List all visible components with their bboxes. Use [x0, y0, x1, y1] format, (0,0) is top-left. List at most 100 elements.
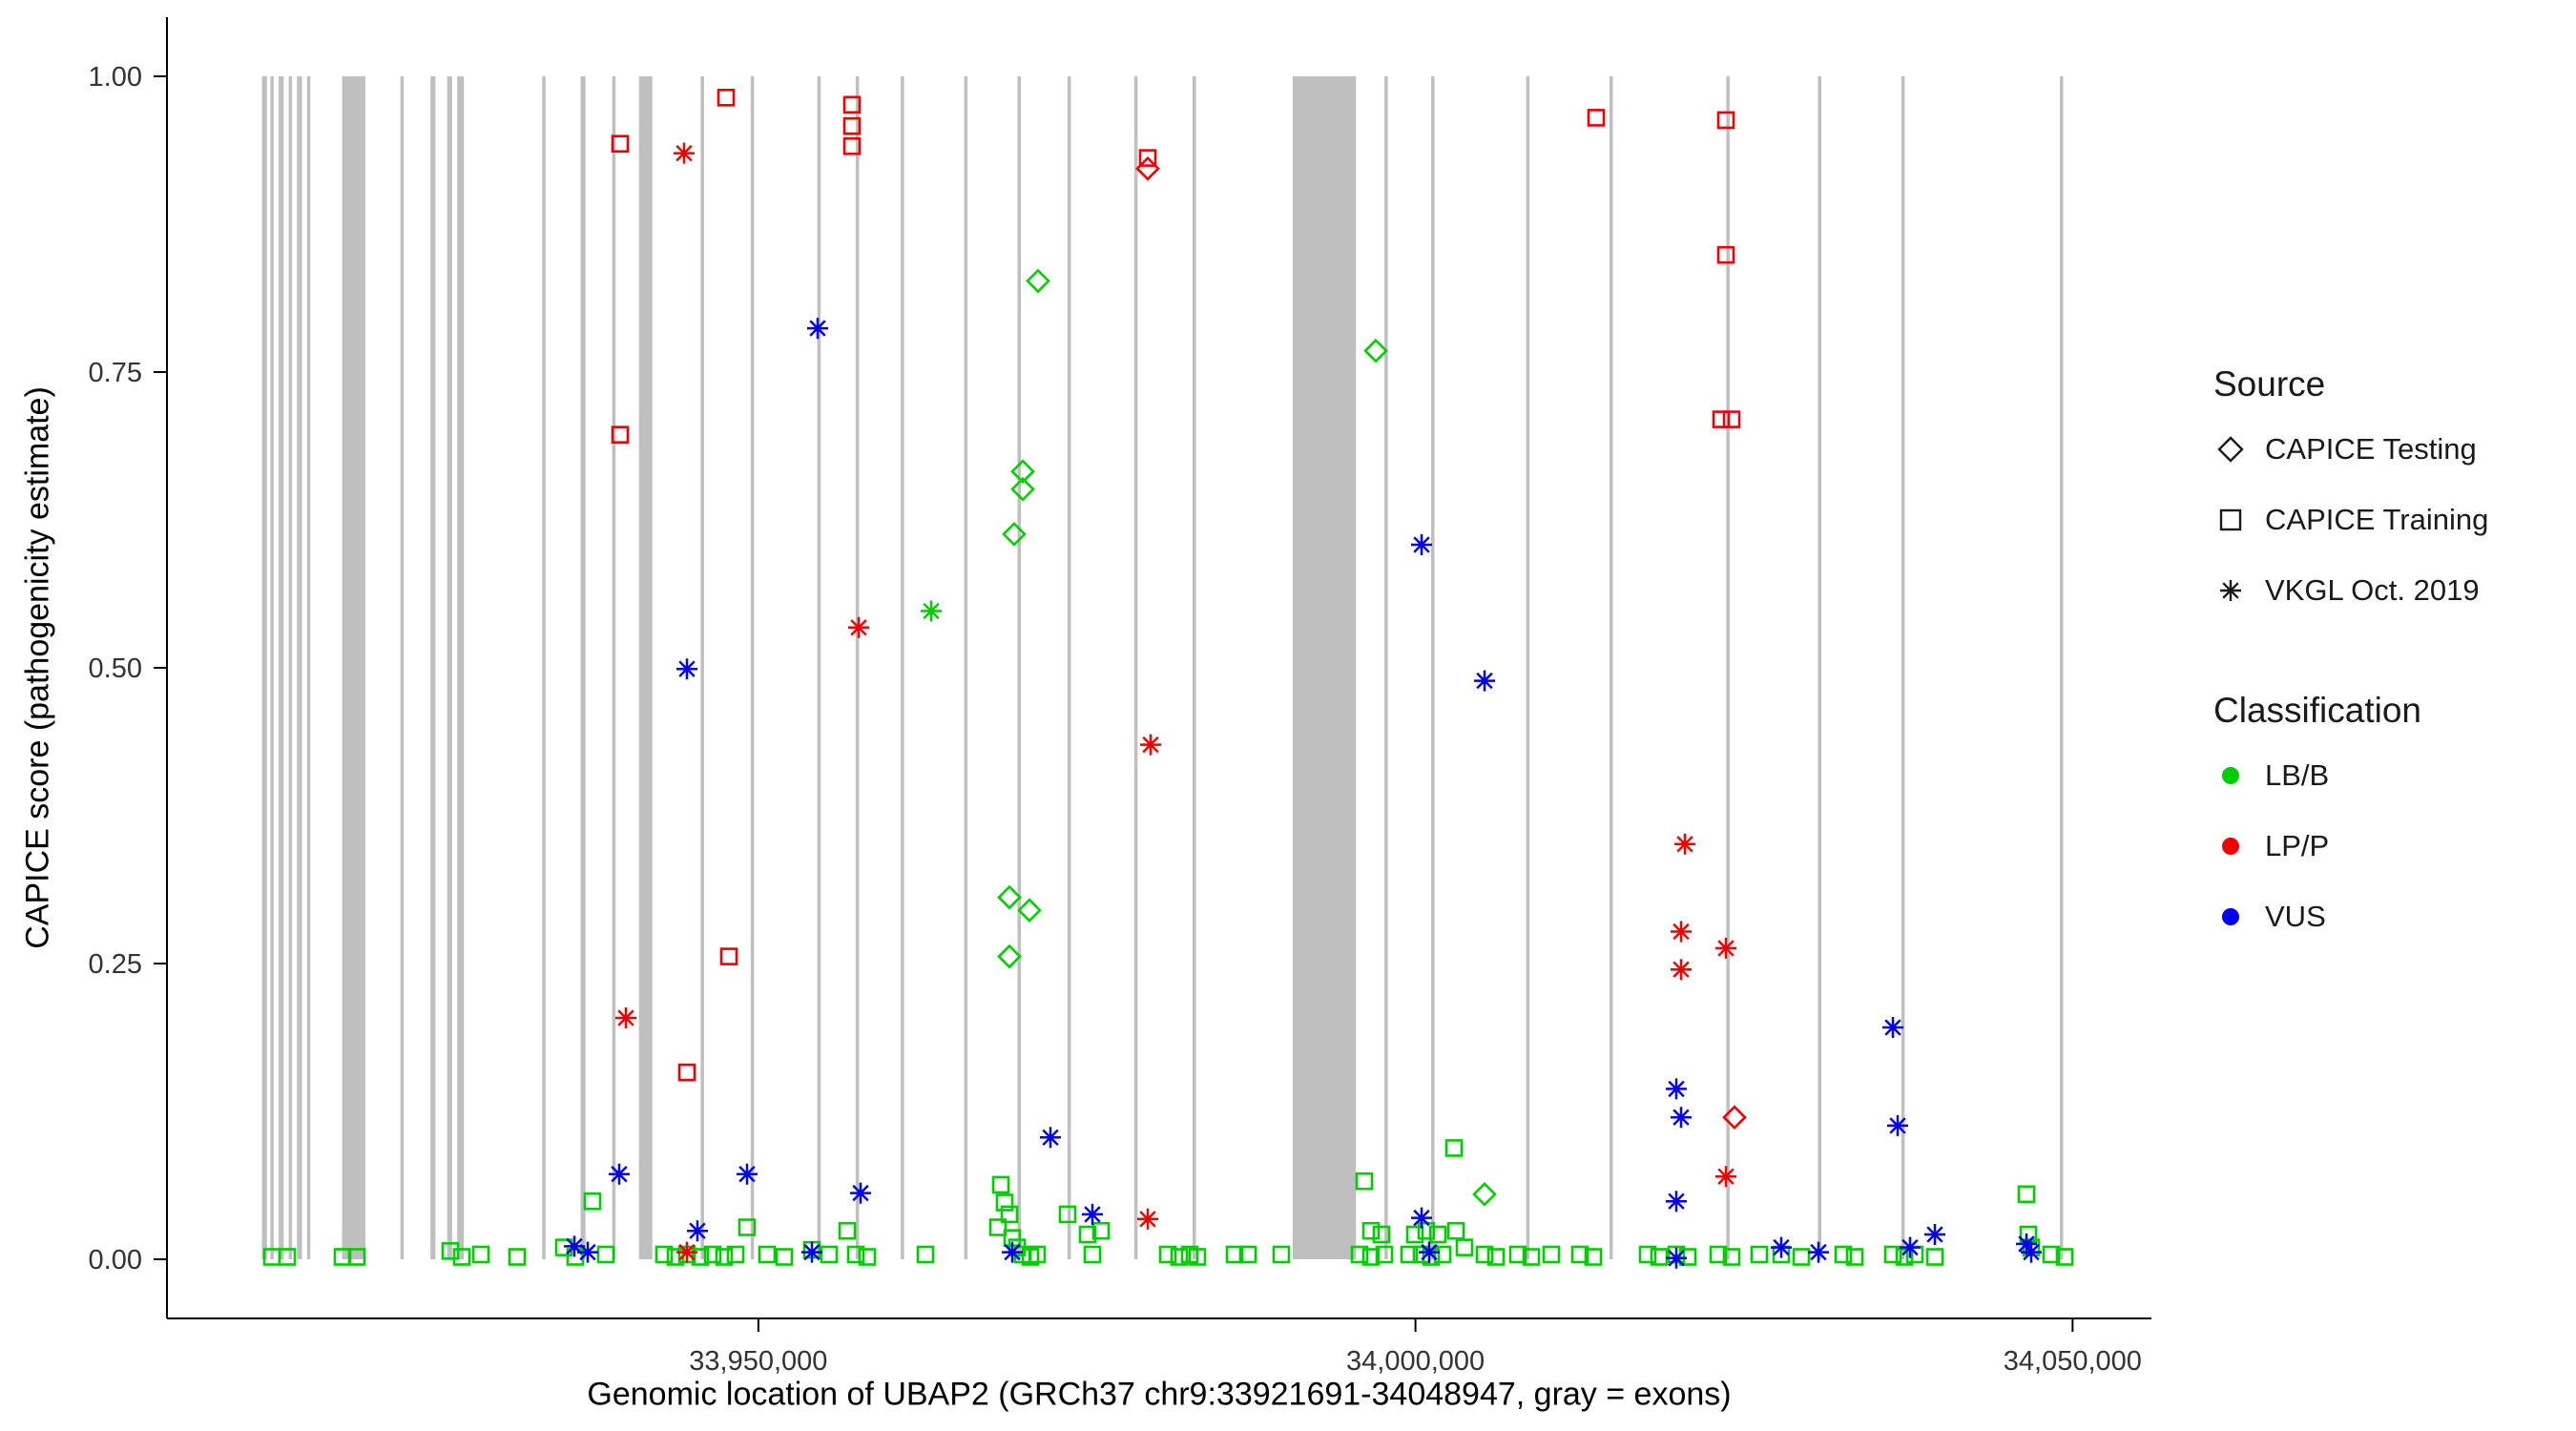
- diamond-icon: [2217, 436, 2244, 463]
- point-asterisk: [807, 318, 828, 340]
- blue-dot-icon: [2222, 908, 2239, 925]
- point-square: [2017, 1185, 2036, 1204]
- point-diamond: [1722, 1105, 1747, 1130]
- exon-band: [1901, 76, 1905, 1259]
- point-square: [677, 1063, 696, 1082]
- point-square: [1587, 109, 1606, 127]
- legend-item-capice-training: CAPICE Training: [2213, 496, 2576, 544]
- point-square: [611, 425, 630, 445]
- exon-band: [750, 76, 755, 1259]
- point-square: [1486, 1248, 1506, 1266]
- point-square: [1361, 1248, 1381, 1266]
- point-square: [1925, 1248, 1944, 1266]
- point-asterisk: [577, 1241, 598, 1263]
- point-square: [726, 1245, 745, 1264]
- exon-band: [964, 76, 968, 1259]
- point-square: [1792, 1248, 1811, 1266]
- series-lbb-capice-testing: [997, 268, 1497, 1207]
- point-asterisk: [1666, 1191, 1687, 1213]
- point-asterisk: [609, 1163, 630, 1185]
- point-diamond: [1017, 898, 1042, 923]
- point-square: [347, 1248, 366, 1266]
- point-square: [991, 1175, 1010, 1194]
- legend-item-label: VKGL Oct. 2019: [2265, 573, 2480, 607]
- point-square: [1455, 1238, 1474, 1256]
- exon-band: [638, 76, 653, 1259]
- point-diamond: [1010, 476, 1035, 502]
- point-square: [1361, 1221, 1381, 1240]
- point-square: [1405, 1225, 1424, 1244]
- series-lbb-vkgl: [921, 600, 942, 622]
- point-square: [1158, 1245, 1177, 1264]
- point-diamond: [997, 884, 1022, 910]
- point-square: [1722, 1248, 1741, 1266]
- series-lbb-capice-training: [262, 1139, 2074, 1266]
- legend: Source CAPICE Testing CAPICE Training VK…: [2213, 363, 2576, 964]
- exon-band: [457, 76, 465, 1259]
- exon-band: [1431, 76, 1435, 1259]
- x-tick-label: 34,000,000: [1346, 1346, 1485, 1377]
- exon-band: [580, 76, 586, 1259]
- point-asterisk: [1137, 1208, 1158, 1230]
- point-asterisk: [1671, 1107, 1692, 1129]
- point-square: [1446, 1221, 1465, 1240]
- point-square: [1678, 1248, 1697, 1266]
- point-asterisk: [2016, 1233, 2037, 1255]
- exon-band: [1067, 76, 1071, 1259]
- legend-item-capice-testing: CAPICE Testing: [2213, 425, 2576, 473]
- point-square: [1350, 1245, 1369, 1264]
- point-square: [703, 1245, 722, 1264]
- legend-source-title: Source: [2213, 364, 2326, 404]
- point-asterisk: [1140, 734, 1161, 756]
- exon-band: [1384, 76, 1388, 1259]
- exon-band: [261, 76, 267, 1259]
- point-square: [758, 1245, 777, 1264]
- x-axis-title: Genomic location of UBAP2 (GRCh37 chr9:3…: [587, 1376, 1732, 1413]
- point-square: [471, 1245, 490, 1264]
- point-asterisk: [1040, 1127, 1061, 1149]
- point-square: [1883, 1245, 1902, 1264]
- point-asterisk: [1411, 1207, 1432, 1229]
- point-square: [842, 136, 862, 156]
- point-asterisk: [1419, 1241, 1440, 1263]
- exon-band: [1610, 76, 1613, 1259]
- exon-band: [306, 76, 311, 1259]
- series-lpp-capice-training: [611, 89, 1741, 1082]
- point-square: [995, 1193, 1014, 1212]
- green-dot-icon: [2222, 767, 2239, 784]
- point-square: [1475, 1245, 1494, 1264]
- point-asterisk: [848, 616, 869, 638]
- legend-item-lbb: LB/B: [2213, 752, 2576, 799]
- point-square: [1638, 1245, 1657, 1264]
- point-square: [1444, 1139, 1464, 1157]
- point-square: [441, 1242, 460, 1260]
- point-diamond: [1002, 522, 1027, 547]
- point-diamond: [1363, 338, 1388, 363]
- point-square: [508, 1248, 527, 1266]
- point-asterisk: [921, 600, 942, 622]
- square-icon: [2219, 508, 2242, 531]
- axis-ticks: 0.00 0.25 0.50 0.75 1.00 33,950,000 34,000,000…: [89, 62, 2142, 1377]
- point-asterisk: [850, 1182, 871, 1204]
- exon-band: [342, 76, 365, 1259]
- point-asterisk: [1474, 670, 1495, 692]
- point-square: [1895, 1248, 1914, 1266]
- point-asterisk: [1924, 1224, 1945, 1245]
- x-tick-label: 33,950,000: [689, 1346, 827, 1377]
- point-square: [1058, 1205, 1077, 1224]
- point-square: [775, 1248, 794, 1266]
- point-square: [1083, 1245, 1102, 1264]
- point-asterisk: [1900, 1236, 1921, 1258]
- point-square: [1750, 1245, 1769, 1264]
- exon-band: [297, 76, 302, 1259]
- point-square: [842, 95, 862, 114]
- exon-band: [1133, 76, 1138, 1259]
- point-square: [1272, 1245, 1291, 1264]
- point-square: [1028, 1245, 1047, 1264]
- point-asterisk: [674, 142, 695, 164]
- point-diamond: [1026, 268, 1050, 294]
- series-vus-vkgl: [564, 318, 2042, 1269]
- point-square: [1722, 410, 1741, 428]
- point-square: [611, 135, 630, 153]
